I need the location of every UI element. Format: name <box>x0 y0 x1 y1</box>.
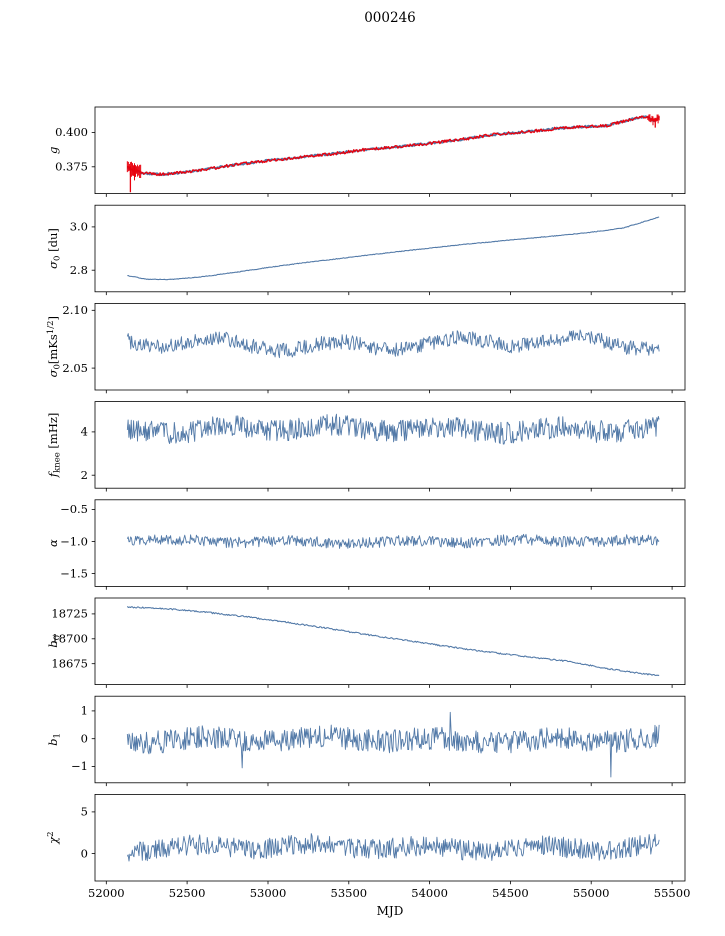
ylabel-g: g <box>46 147 60 154</box>
ylabel-b1: b1 <box>46 733 63 746</box>
ylabel-alpha: α <box>46 539 60 547</box>
series-sigma0-du <box>127 216 660 281</box>
ylabel-b0: b0 <box>46 635 63 648</box>
y-tick-label: 2.8 <box>70 263 88 277</box>
ylabel-fknee: fknee [mHz] <box>46 413 63 479</box>
panel-fknee: 2 4 fknee [mHz] <box>46 401 686 492</box>
panel-g: 0.375 0.400 g <box>46 106 686 197</box>
x-tick-label: 55500 <box>654 886 691 900</box>
y-tick-label: 2.10 <box>62 303 88 317</box>
series-g-measured <box>127 115 660 177</box>
y-tick-label: 18700 <box>51 632 88 646</box>
x-tick-label: 54500 <box>492 886 529 900</box>
x-tick-label: 53500 <box>331 886 368 900</box>
x-tick-label: 55000 <box>573 886 610 900</box>
y-tick-label: 5 <box>81 805 88 819</box>
panel-sigma0-du: 2.8 3.0 σ0 [du] <box>46 204 686 296</box>
ylabel-sigma0-du: σ0 [du] <box>46 228 63 269</box>
y-tick-label: 0 <box>81 732 88 746</box>
figure-title: 000246 <box>364 10 416 26</box>
x-tick-label: 52500 <box>169 886 206 900</box>
y-tick-label: 18675 <box>51 657 88 671</box>
series-b0 <box>126 606 660 677</box>
panel-b0: 18675 18700 18725 b0 <box>46 597 686 688</box>
ylabel-chi2: χ2 <box>46 832 60 845</box>
x-tick-label: 53000 <box>250 886 287 900</box>
y-tick-label: 3.0 <box>70 220 88 234</box>
panel-alpha: −0.5 −1.0 −1.5 α <box>46 499 686 590</box>
y-tick-label: 2 <box>81 468 88 482</box>
y-tick-label: −1.5 <box>60 566 88 580</box>
y-tick-label: −1.0 <box>60 534 88 548</box>
series-alpha <box>126 533 660 549</box>
y-tick-label: 0 <box>81 846 88 860</box>
y-tick-label: 1 <box>81 704 88 718</box>
x-tick-label: 52000 <box>88 886 125 900</box>
series-fknee <box>126 413 660 445</box>
y-tick-label: 0.400 <box>55 125 88 139</box>
panel-chi2: 52000 52500 53000 53500 54000 54500 55000 55500… <box>46 794 690 900</box>
y-tick-label: 0.375 <box>55 160 88 174</box>
series-b1 <box>126 711 660 778</box>
y-tick-label: 4 <box>81 425 88 439</box>
y-tick-label: 18725 <box>51 607 88 621</box>
y-tick-label: 2.05 <box>62 361 88 375</box>
ylabel-sigma0-mks: σ0[mKs1/2] <box>46 316 63 377</box>
y-tick-label: −0.5 <box>60 502 88 516</box>
x-axis-label: MJD <box>377 904 404 918</box>
series-sigma0-mks <box>126 329 660 359</box>
series-chi2 <box>126 833 660 862</box>
x-tick-label: 54000 <box>411 886 448 900</box>
y-tick-label: −1 <box>71 759 88 773</box>
panel-b1: −1 0 1 b1 <box>46 695 686 787</box>
